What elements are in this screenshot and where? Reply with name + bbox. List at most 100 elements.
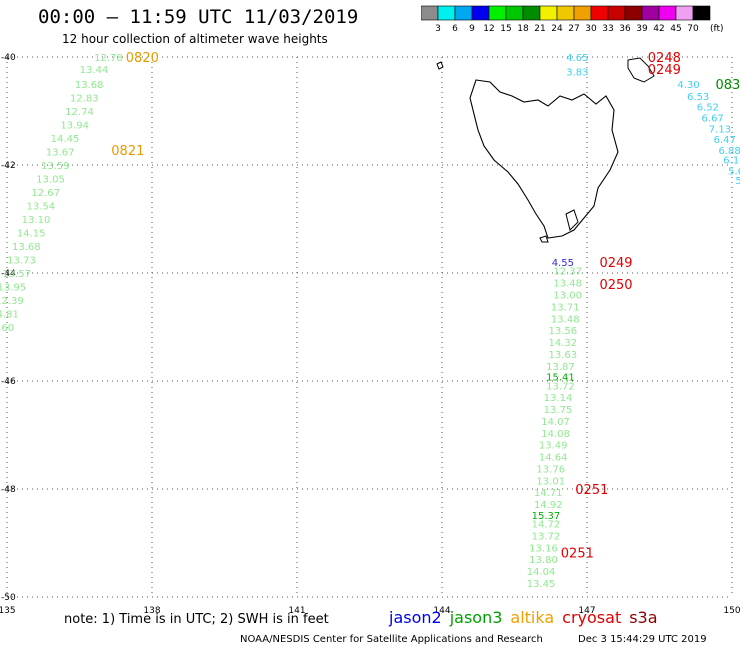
swh-value: 6.53 xyxy=(687,92,709,103)
lon-tick-label: 135 xyxy=(0,606,16,616)
footnote: note: 1) Time is in UTC; 2) SWH is in fe… xyxy=(64,612,329,627)
swh-value: 13.05 xyxy=(36,175,65,186)
lon-tick-label: 150 xyxy=(723,606,740,616)
bruny-island xyxy=(565,209,579,231)
swh-value: 13.59 xyxy=(41,161,70,172)
pass-time-label: 0251 xyxy=(561,547,594,562)
swh-value: 6.67 xyxy=(702,113,724,124)
swh-value: 13.76 xyxy=(536,464,565,475)
swh-value: 13.01 xyxy=(536,476,565,487)
pass-time-labels: 082008210248024908330249025002510251 xyxy=(111,51,740,562)
legend-item-cryosat: cryosat xyxy=(562,608,622,627)
swh-value: 12.74 xyxy=(65,107,94,118)
legend-item-jason3: jason3 xyxy=(449,608,503,627)
pass-time-label: 0248 xyxy=(648,51,681,66)
swh-value: 14.72 xyxy=(532,520,561,531)
swh-value: 14.32 xyxy=(549,338,578,349)
swh-value: 13.87 xyxy=(546,362,575,373)
scale-tick-label: 39 xyxy=(636,24,648,34)
scale-tick-label: 21 xyxy=(534,24,545,34)
scale-tick-label: 15 xyxy=(500,24,511,34)
swh-value: 13.16 xyxy=(529,543,558,554)
swh-value: 15.41 xyxy=(546,373,575,384)
swh-value: 15.37 xyxy=(532,511,561,522)
swh-value: 13.49 xyxy=(539,441,568,452)
satellite-legend: jason2 jason3 altika cryosat s3a xyxy=(389,608,666,627)
lon-tick-label: 141 xyxy=(288,606,305,616)
scale-tick-label: 18 xyxy=(517,24,529,34)
lat-tick-label: -44 xyxy=(1,269,16,279)
pass-time-label: 0820 xyxy=(126,51,159,66)
swh-value: 14.07 xyxy=(541,417,570,428)
lat-tick-label: -42 xyxy=(1,161,16,171)
swh-value: 14.92 xyxy=(534,500,563,511)
scale-tick-label: 12 xyxy=(483,24,494,34)
scale-tick-label: 33 xyxy=(602,24,613,34)
pass-time-label: 0821 xyxy=(111,144,144,159)
swh-value: 13.14 xyxy=(544,393,573,404)
scale-tick-label: 3 xyxy=(435,24,441,34)
scale-tick-label: 30 xyxy=(585,24,597,34)
swh-value: 13.72 xyxy=(532,531,561,542)
swh-value: 13.95 xyxy=(0,283,26,294)
south-cape-islets xyxy=(539,235,549,243)
swh-value: 12.67 xyxy=(31,188,60,199)
color-scale: 3 6 9 12 15 18 21 24 27 30 33 36 39 42 45 70 (ft) xyxy=(421,5,724,34)
swh-value: 12.83 xyxy=(70,94,99,105)
swh-value: 6.18 xyxy=(723,156,740,167)
swh-value: 5.50 xyxy=(735,176,740,187)
swh-value: 13.56 xyxy=(549,326,578,337)
swh-value: 13.75 xyxy=(544,405,573,416)
scale-tick-label: 24 xyxy=(551,24,563,34)
swh-value: 13.68 xyxy=(12,242,41,253)
swh-value: 13.68 xyxy=(75,80,104,91)
pass-time-label: 0251 xyxy=(575,483,608,498)
swh-value: 14.08 xyxy=(541,429,570,440)
swh-value: 13.45 xyxy=(527,579,556,590)
scale-tick-label: 42 xyxy=(653,24,664,34)
scale-tick-label: 9 xyxy=(469,24,475,34)
lon-tick-label: 138 xyxy=(143,606,160,616)
pass-time-label: 0833 xyxy=(715,78,740,93)
swh-value: 13.54 xyxy=(27,202,56,213)
swh-value: 13.73 xyxy=(7,256,36,267)
swh-value: 13.57 xyxy=(2,269,31,280)
swh-value: 6.52 xyxy=(697,103,719,114)
swh-value: 4.30 xyxy=(677,80,699,91)
scale-tick-label: 70 xyxy=(687,24,699,34)
swh-value: 6.88 xyxy=(718,146,740,157)
lat-tick-label: -48 xyxy=(1,485,16,495)
swh-value: 6.47 xyxy=(714,135,736,146)
swh-value: 14.45 xyxy=(51,134,80,145)
swh-value: 12.78 xyxy=(94,53,123,64)
flinders-island xyxy=(627,57,655,83)
pass-time-label: 0250 xyxy=(599,278,632,293)
swh-value: 14.15 xyxy=(17,229,46,240)
lon-tick-label: 147 xyxy=(578,606,595,616)
swh-value: 12.39 xyxy=(0,296,24,307)
scale-unit: (ft) xyxy=(710,24,724,34)
swh-value: 13.67 xyxy=(46,148,75,159)
swh-value: 14.64 xyxy=(539,453,568,464)
tasmania-outline xyxy=(469,79,619,239)
swh-value: 13.00 xyxy=(553,291,582,302)
swh-value: 14.71 xyxy=(534,488,563,499)
swh-value: 13.63 xyxy=(549,350,578,361)
pass-time-label: 0249 xyxy=(599,256,632,271)
swh-value: 13.48 xyxy=(551,314,580,325)
map-title: 00:00 – 11:59 UTC 11/03/2019 xyxy=(38,6,359,28)
lat-lon-grid: 135 138 141 144 147 150 -40 -42 -44 -46 -48 -50 xyxy=(0,53,740,616)
credit-text: NOAA/NESDIS Center for Satellite Applica… xyxy=(240,634,543,645)
scale-swatch xyxy=(692,5,711,21)
lat-tick-label: -46 xyxy=(1,377,16,387)
swh-value: 3.83 xyxy=(566,68,588,79)
swh-value: 12.60 xyxy=(0,323,14,334)
swh-value: 13.48 xyxy=(553,279,582,290)
swh-value: 13.94 xyxy=(60,121,89,132)
swh-value: 14.04 xyxy=(527,567,556,578)
lat-tick-label: -50 xyxy=(1,593,16,603)
scale-tick-label: 27 xyxy=(568,24,579,34)
swh-value: 13.72 xyxy=(546,381,575,392)
